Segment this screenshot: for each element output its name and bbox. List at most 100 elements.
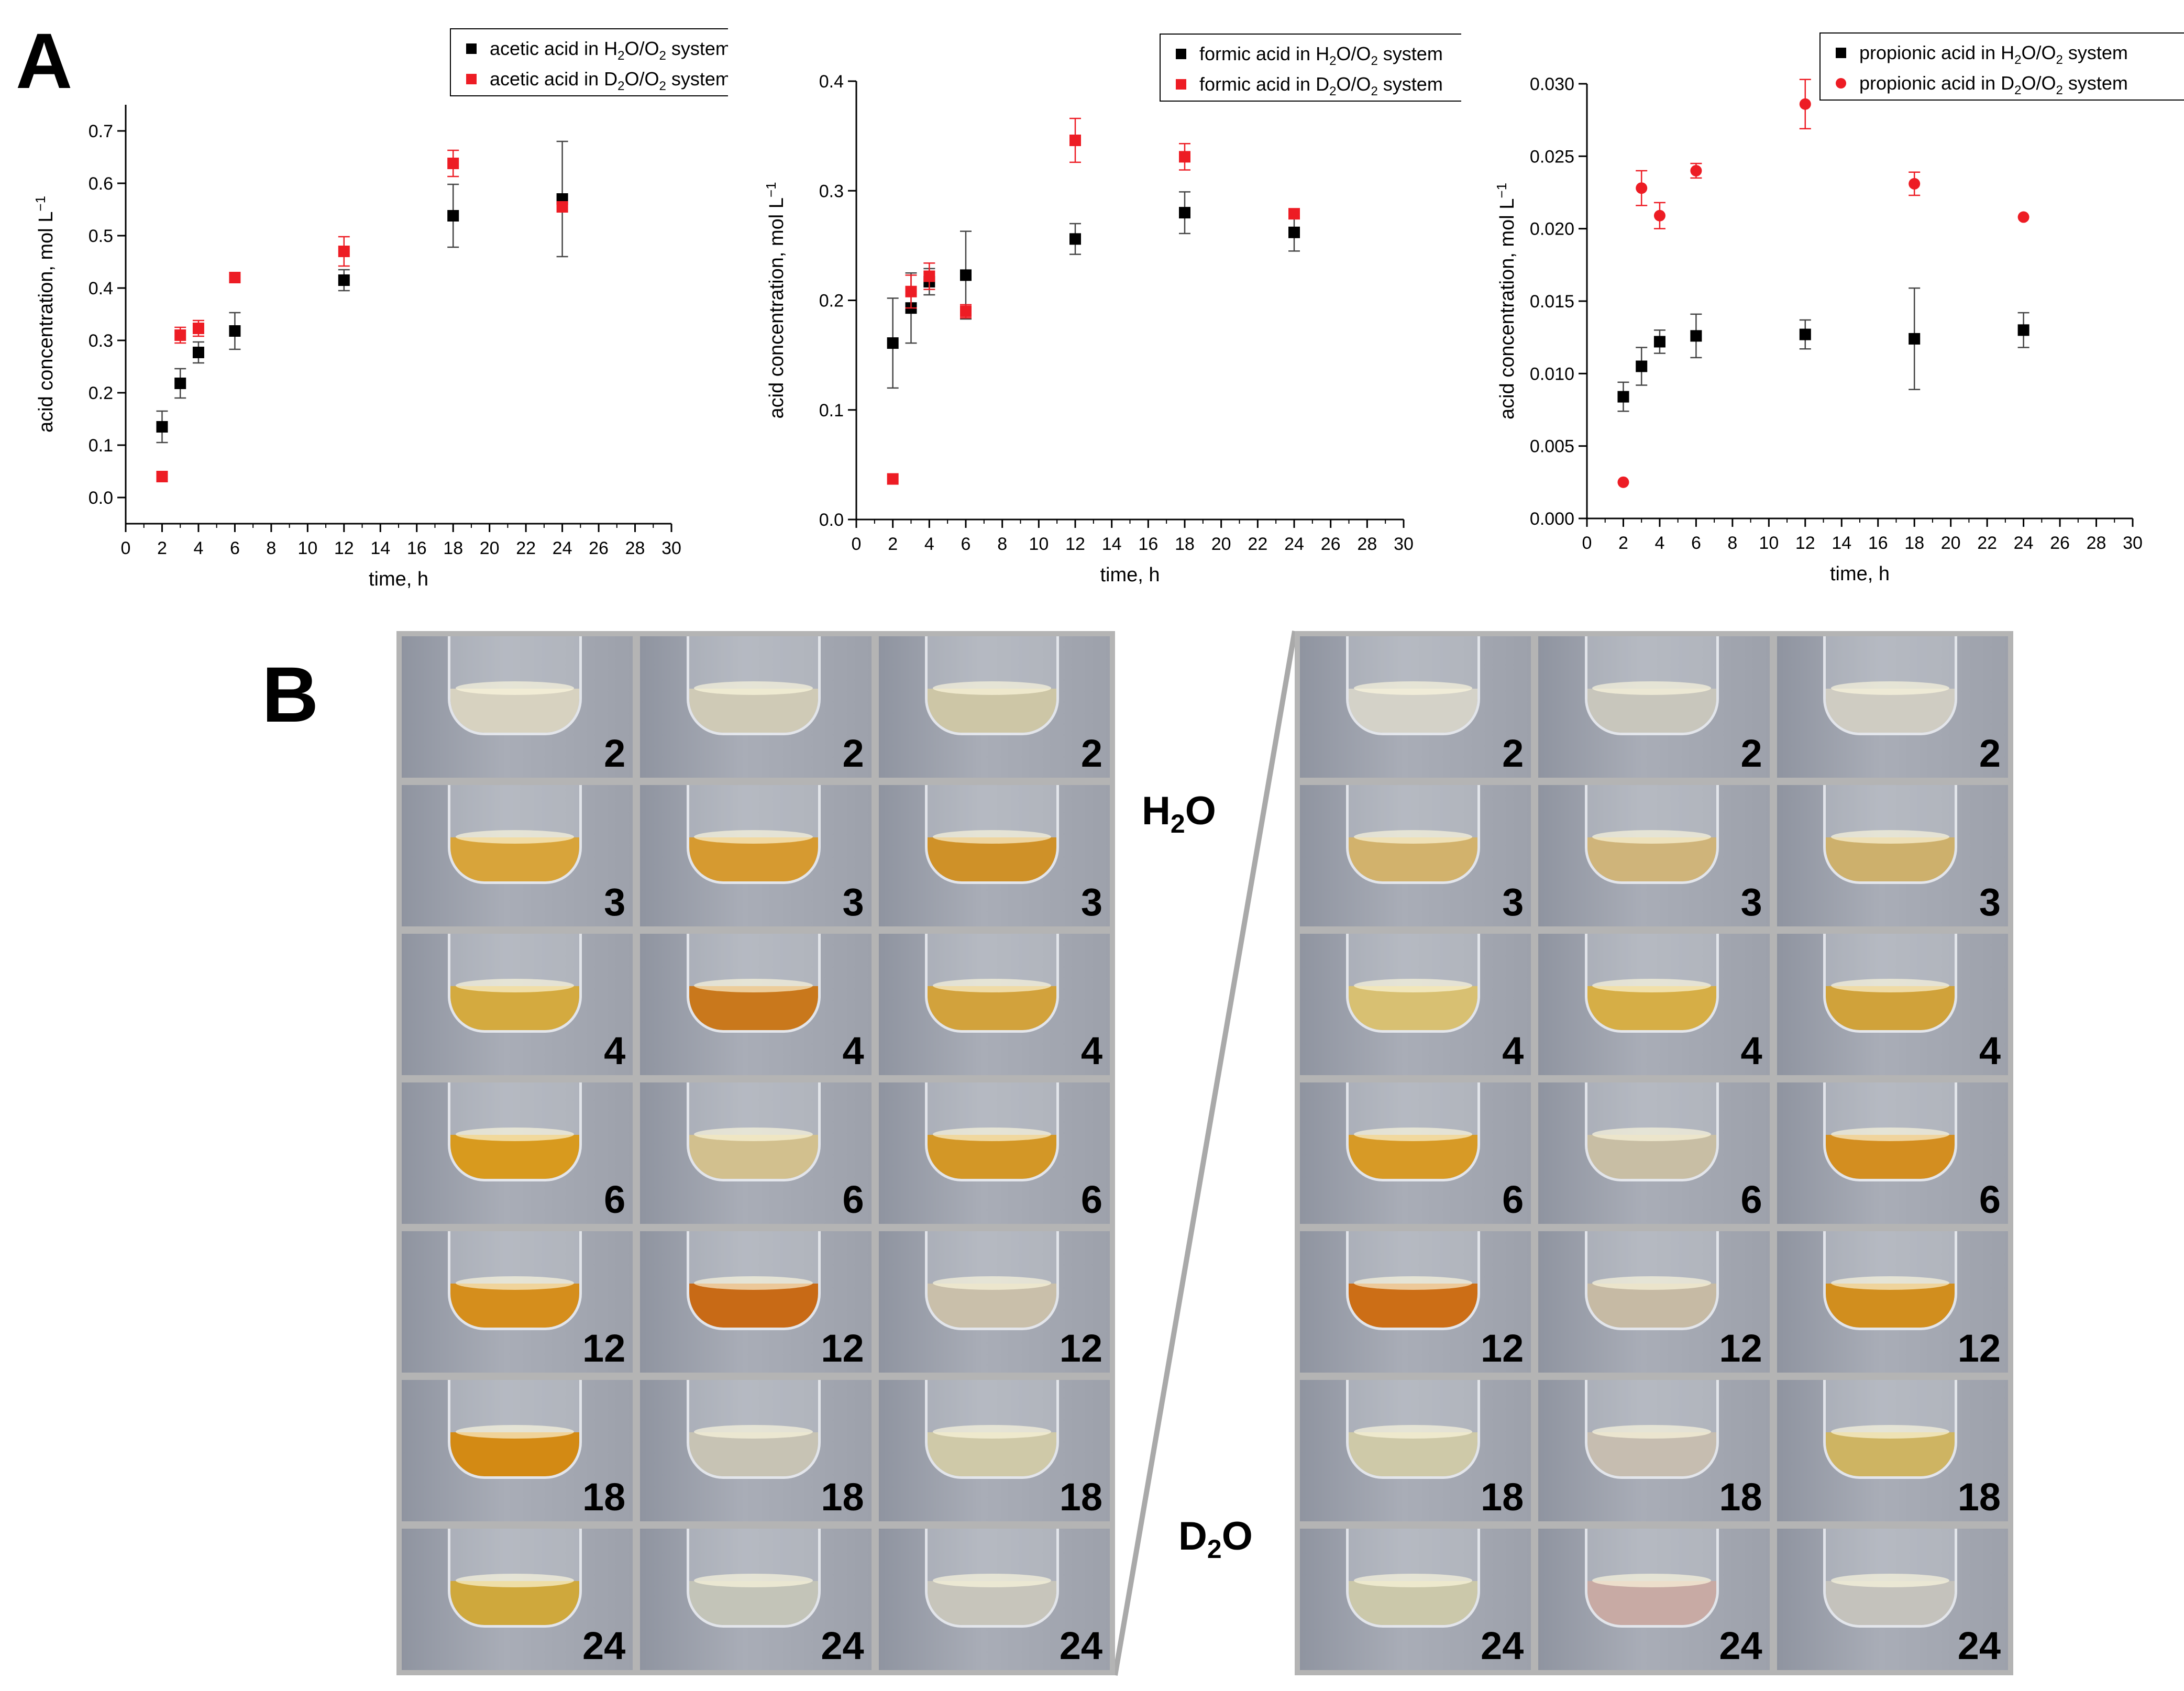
vial-glass	[448, 1529, 582, 1628]
data-point	[887, 473, 899, 485]
x-tick-label: 24	[1284, 534, 1304, 554]
vial-meniscus	[694, 830, 813, 844]
data-point	[1909, 333, 1921, 345]
x-tick-label: 30	[2123, 533, 2143, 553]
vial-meniscus	[456, 1127, 575, 1141]
y-tick-label: 0.030	[1530, 74, 1574, 94]
vial-glass	[1346, 1529, 1481, 1628]
vial-hour-label: 12	[582, 1327, 626, 1370]
data-point	[229, 325, 241, 337]
vial-hour-label: 3	[604, 880, 626, 924]
vial-photo: 3	[878, 785, 1110, 926]
vial-liquid	[1587, 986, 1716, 1030]
vial-photo: 2	[1300, 636, 1531, 778]
vial-meniscus	[1592, 978, 1711, 992]
vial-glass	[1584, 1380, 1719, 1479]
legend-label: formic acid in D2O/O2 system	[1199, 73, 1443, 98]
vial-hour-label: 6	[1979, 1178, 2001, 1221]
vial-hour-label: 2	[1080, 732, 1102, 775]
data-point	[174, 329, 186, 341]
vial-photo: 4	[1538, 934, 1770, 1075]
data-point	[1179, 207, 1190, 219]
x-tick-label: 18	[1175, 534, 1195, 554]
x-tick-label: 6	[961, 534, 971, 554]
vial-glass	[448, 785, 582, 884]
data-point	[338, 246, 350, 257]
vial-glass	[686, 1231, 821, 1330]
chart-legend: formic acid in H2O/O2 system formic acid …	[1160, 34, 1461, 102]
vial-liquid	[450, 1283, 580, 1328]
vial-hour-label: 2	[1502, 732, 1524, 775]
data-point	[1799, 98, 1811, 110]
vial-glass	[1346, 636, 1481, 735]
vial-glass	[448, 1380, 582, 1479]
vial-meniscus	[694, 681, 813, 695]
x-tick-label: 12	[334, 538, 354, 558]
vial-glass	[448, 636, 582, 735]
vial-liquid	[927, 688, 1056, 733]
y-tick-label: 0.7	[89, 121, 113, 141]
vial-meniscus	[456, 1276, 575, 1290]
y-tick-label: 0.025	[1530, 147, 1574, 167]
vial-photo: 3	[1300, 785, 1531, 926]
vial-hour-label: 2	[1979, 732, 2001, 775]
vial-liquid	[927, 1283, 1056, 1328]
data-point	[2017, 324, 2029, 336]
vial-meniscus	[932, 681, 1052, 695]
data-point	[887, 337, 899, 349]
vial-meniscus	[1592, 830, 1711, 844]
y-tick-label: 0.005	[1530, 437, 1574, 457]
vial-photo: 3	[402, 785, 633, 926]
vial-hour-label: 12	[1059, 1327, 1102, 1370]
vial-meniscus	[1354, 1127, 1473, 1141]
vial-photo: 18	[1538, 1380, 1770, 1521]
x-tick-label: 0	[1582, 533, 1592, 553]
vial-hour-label: 4	[1979, 1029, 2001, 1073]
x-tick-label: 26	[2050, 533, 2070, 553]
vial-hour-label: 3	[1502, 880, 1524, 924]
panel-label-b: B	[262, 650, 319, 738]
vial-meniscus	[932, 978, 1052, 992]
vial-photo: 6	[640, 1082, 872, 1224]
y-tick-label: 0.4	[89, 279, 113, 299]
x-tick-label: 12	[1065, 534, 1085, 554]
vial-photo: 4	[878, 934, 1110, 1075]
x-tick-label: 14	[370, 538, 390, 558]
data-point	[2017, 211, 2029, 223]
data-point	[1636, 360, 1648, 372]
vial-liquid	[1587, 1432, 1716, 1476]
vial-liquid	[689, 1581, 818, 1625]
vial-hour-label: 2	[604, 732, 626, 775]
vial-liquid	[1349, 986, 1478, 1030]
vial-liquid	[1349, 1134, 1478, 1179]
vial-meniscus	[932, 830, 1052, 844]
x-tick-label: 4	[924, 534, 934, 554]
data-point	[1799, 328, 1811, 340]
vial-photo: 24	[402, 1529, 633, 1670]
vial-liquid	[927, 1432, 1056, 1476]
vial-liquid	[1587, 1581, 1716, 1625]
vial-hour-label: 2	[1740, 732, 1762, 775]
vial-photo: 24	[1300, 1529, 1531, 1670]
vial-glass	[448, 1231, 582, 1330]
legend-label: acetic acid in H2O/O2 system	[490, 38, 728, 63]
x-tick-label: 4	[1654, 533, 1664, 553]
vial-liquid	[1587, 688, 1716, 733]
y-tick-label: 0.1	[89, 436, 113, 456]
vial-glass	[924, 785, 1059, 884]
x-tick-label: 22	[1248, 534, 1267, 554]
vial-liquid	[1825, 837, 1955, 881]
vial-photo: 4	[402, 934, 633, 1075]
d2o-label: D2O	[1178, 1514, 1253, 1564]
x-tick-label: 20	[1211, 534, 1231, 554]
y-axis-label: acid concentration, mol L−1	[32, 196, 57, 433]
vial-glass	[1346, 934, 1481, 1033]
vial-photo: 12	[1777, 1231, 2008, 1373]
x-tick-label: 22	[516, 538, 536, 558]
vial-glass	[1823, 1082, 1957, 1181]
x-tick-label: 28	[2087, 533, 2106, 553]
vial-meniscus	[1830, 1424, 1950, 1439]
vial-hour-label: 4	[1080, 1029, 1102, 1073]
data-point	[1288, 208, 1300, 220]
vial-liquid	[1825, 1581, 1955, 1625]
